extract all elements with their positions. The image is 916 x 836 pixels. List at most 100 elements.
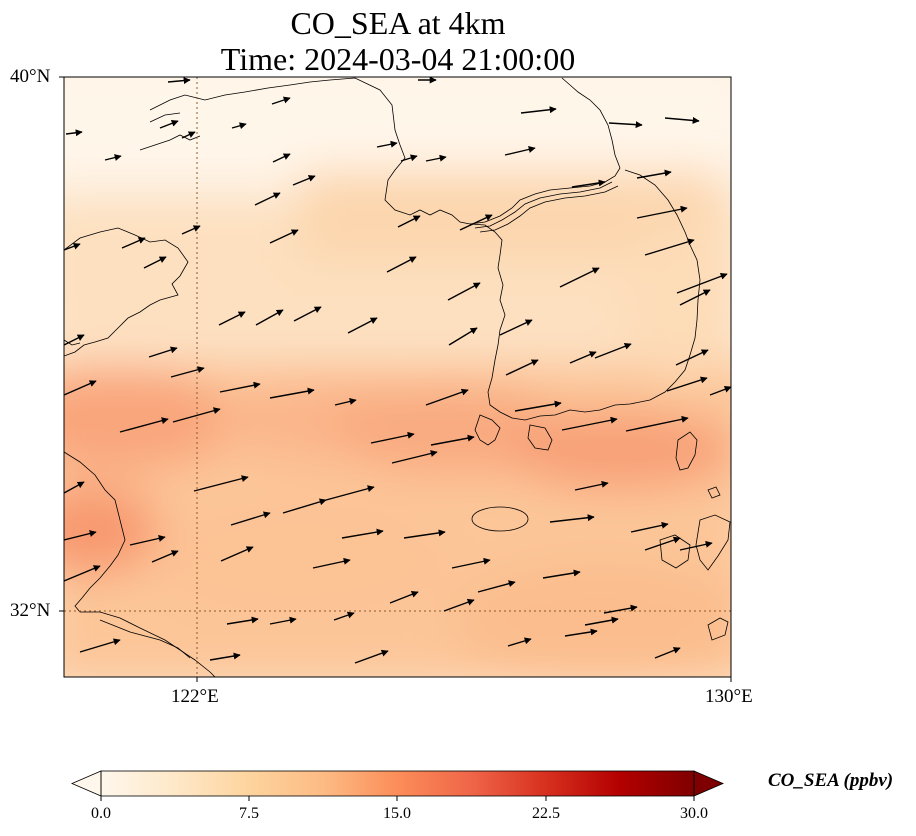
wind-arrow (389, 591, 419, 604)
wind-arrow (549, 514, 595, 523)
wind-arrow (151, 550, 179, 563)
wind-arrow (269, 387, 315, 399)
wind-arrow (676, 272, 728, 294)
wind-arrow (79, 638, 121, 653)
wind-arrow (514, 400, 562, 412)
wind-arrow (220, 546, 254, 562)
wind-arrow (679, 540, 713, 551)
wind-arrow (448, 327, 478, 346)
wind-arrow (64, 530, 97, 541)
wind-arrow (636, 169, 672, 179)
wind-vectors (64, 77, 731, 664)
wind-arrow (608, 121, 643, 129)
map-title: CO_SEA at 4km (290, 5, 506, 41)
wind-arrow (129, 534, 166, 546)
wind-arrow (104, 154, 122, 161)
wind-arrow (269, 616, 297, 625)
wind-arrow (312, 557, 351, 569)
wind-arrow (400, 154, 418, 162)
wind-arrow (65, 129, 83, 137)
wind-arrow (193, 475, 249, 492)
wind-arrow (271, 96, 291, 105)
lon-label-130e: 130°E (705, 686, 753, 707)
wind-arrow (644, 536, 681, 551)
wind-arrow (630, 521, 669, 533)
wind-arrow (499, 319, 533, 336)
wind-arrow (282, 498, 327, 514)
map-frame (63, 76, 732, 678)
wind-arrow (459, 214, 493, 231)
wind-arrow (325, 485, 375, 501)
wind-arrow (64, 242, 81, 251)
wind-arrow (561, 416, 618, 431)
wind-arrow (354, 649, 389, 664)
wind-arrow (143, 256, 167, 269)
wind-arrow (376, 140, 398, 148)
wind-arrow (254, 192, 281, 206)
wind-arrow (170, 366, 205, 378)
wind-arrow (520, 106, 557, 114)
wind-arrow (231, 122, 247, 130)
wind-arrow (209, 652, 241, 661)
wind-arrow (594, 343, 632, 359)
wind-arrow (64, 380, 97, 396)
wind-arrow (569, 351, 597, 364)
wind-arrow (292, 175, 316, 186)
concentration-field (64, 77, 731, 677)
wind-arrow (293, 306, 322, 322)
coastlines (64, 77, 731, 677)
wind-arrow (347, 317, 378, 334)
wind-arrow (333, 611, 355, 621)
colorbar-min-extend (70, 770, 102, 797)
wind-arrow (226, 616, 259, 625)
colorbar-tick-2: 15.0 (383, 805, 411, 822)
wind-arrow (425, 154, 447, 162)
colorbar-tick-3: 22.5 (532, 805, 560, 822)
wind-arrow (654, 647, 681, 659)
wind-arrow (391, 450, 438, 464)
wind-arrow (148, 346, 178, 358)
wind-arrow (167, 77, 191, 85)
wind-arrow (559, 267, 600, 288)
colorbar-max-extend (693, 770, 725, 797)
wind-arrow (370, 431, 415, 444)
wind-arrow (403, 529, 446, 539)
wind-arrow (679, 289, 711, 306)
wind-arrow (430, 434, 475, 446)
wind-arrow (542, 569, 581, 579)
colorbar-tick-1: 7.5 (239, 805, 259, 822)
wind-arrow (397, 215, 421, 228)
wind-arrow (181, 131, 196, 139)
wind-arrow (425, 388, 469, 406)
colorbar-tick-0: 0.0 (91, 805, 111, 822)
wind-arrow (230, 511, 271, 526)
lon-label-122e: 122°E (171, 686, 219, 707)
wind-arrow (709, 385, 731, 396)
wind-arrow (571, 179, 606, 188)
wind-arrow (477, 580, 516, 593)
wind-arrow (666, 376, 708, 392)
wind-arrow (636, 205, 688, 219)
colorbar-tick-4: 30.0 (680, 805, 708, 822)
wind-arrow (507, 637, 532, 647)
wind-arrow (119, 417, 169, 433)
wind-arrow (451, 557, 491, 569)
wind-arrow (505, 359, 539, 376)
lat-label-40n: 40°N (10, 66, 51, 87)
wind-arrow (172, 407, 221, 423)
wind-arrow (675, 349, 709, 366)
wind-arrow (255, 309, 284, 326)
wind-arrow (334, 398, 357, 406)
wind-arrow (447, 282, 481, 301)
wind-arrow (269, 229, 299, 244)
wind-arrow (386, 256, 417, 273)
wind-arrow (159, 120, 179, 129)
wind-arrow (625, 415, 689, 432)
wind-arrow (272, 153, 291, 163)
wind-arrow (574, 480, 609, 491)
colorbar (70, 770, 725, 801)
map-subtitle-time: Time: 2024-03-04 21:00:00 (220, 41, 576, 77)
wind-arrow (664, 116, 700, 124)
wind-arrow (504, 146, 536, 156)
